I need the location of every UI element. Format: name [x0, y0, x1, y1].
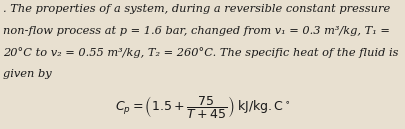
Text: . The properties of a system, during a reversible constant pressure: . The properties of a system, during a r…: [3, 4, 390, 14]
Text: $C_p = \left(1.5 + \dfrac{75}{T + 45}\right) \; \mathrm{kJ/kg.C^\circ}$: $C_p = \left(1.5 + \dfrac{75}{T + 45}\ri…: [115, 94, 290, 120]
Text: given by: given by: [3, 69, 52, 79]
Text: 20°C to v₂ = 0.55 m³/kg, T₂ = 260°C. The specific heat of the fluid is: 20°C to v₂ = 0.55 m³/kg, T₂ = 260°C. The…: [3, 47, 399, 58]
Text: non-flow process at p = 1.6 bar, changed from v₁ = 0.3 m³/kg, T₁ =: non-flow process at p = 1.6 bar, changed…: [3, 26, 390, 36]
